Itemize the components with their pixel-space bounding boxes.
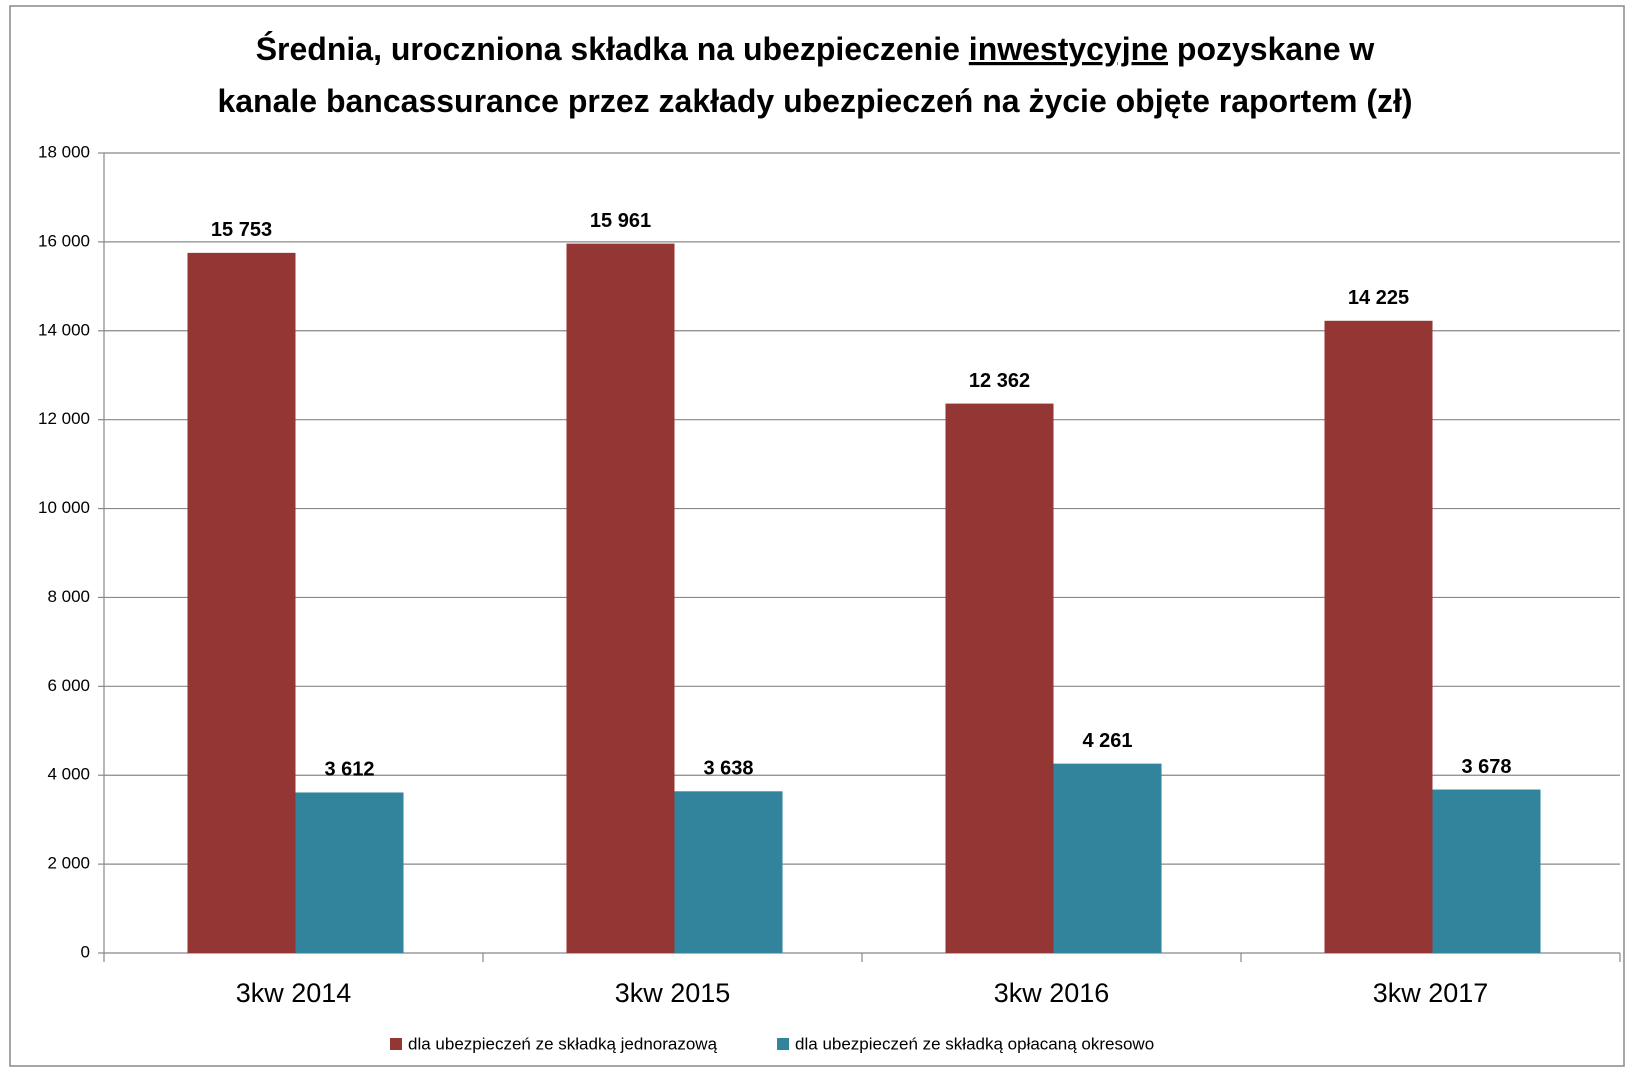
y-tick-label: 12 000: [38, 409, 90, 428]
x-tick-label: 3kw 2017: [1373, 978, 1489, 1008]
y-tick-label: 18 000: [38, 142, 90, 161]
value-label: 14 225: [1348, 287, 1409, 309]
title-part: inwestycyjne: [969, 31, 1168, 67]
title-part: pozyskane w: [1177, 31, 1375, 67]
bar: [1432, 789, 1541, 953]
value-label: 15 753: [211, 219, 272, 241]
title-part: Średnia, uroczniona składka na ubezpiecz…: [256, 31, 960, 67]
bar: [1053, 763, 1162, 953]
y-tick-label: 6 000: [47, 676, 90, 695]
value-label: 3 678: [1461, 756, 1511, 778]
y-tick-label: 14 000: [38, 320, 90, 339]
legend-swatch: [390, 1038, 402, 1050]
title-part: kanale bancassurance przez zakłady ubezp…: [217, 83, 1412, 119]
y-tick-label: 4 000: [47, 765, 90, 784]
y-tick-label: 0: [81, 942, 90, 961]
y-tick-label: 10 000: [38, 498, 90, 517]
bar: [566, 243, 675, 954]
y-tick-label: 16 000: [38, 231, 90, 250]
value-label: 4 261: [1082, 730, 1132, 752]
x-tick-label: 3kw 2015: [615, 978, 731, 1008]
legend-label: dla ubezpieczeń ze składką opłacaną okre…: [795, 1034, 1154, 1053]
bar: [1324, 320, 1433, 953]
value-label: 15 961: [590, 210, 651, 232]
bar: [295, 792, 404, 953]
x-tick-label: 3kw 2014: [236, 978, 352, 1008]
chart-title: kanale bancassurance przez zakłady ubezp…: [217, 83, 1412, 119]
bar: [187, 252, 296, 953]
value-label: 3 612: [324, 759, 374, 781]
value-label: 12 362: [969, 370, 1030, 392]
y-tick-label: 2 000: [47, 854, 90, 873]
bar: [674, 791, 783, 953]
y-tick-label: 8 000: [47, 587, 90, 606]
chart-title: Średnia, uroczniona składka na ubezpiecz…: [256, 31, 1375, 67]
bar: [945, 403, 1054, 954]
legend-swatch: [777, 1038, 790, 1050]
legend-label: dla ubezpieczeń ze składką jednorazową: [408, 1034, 718, 1053]
x-tick-label: 3kw 2016: [994, 978, 1110, 1008]
value-label: 3 638: [703, 758, 753, 780]
